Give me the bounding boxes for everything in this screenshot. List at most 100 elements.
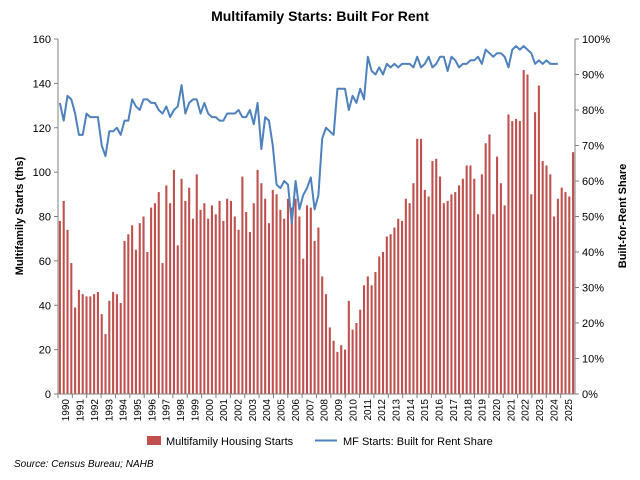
bar — [393, 227, 396, 394]
x-tick-label: 1996 — [147, 399, 158, 422]
bar — [385, 236, 388, 394]
right-tick-label: 100% — [582, 34, 610, 46]
bar — [480, 174, 483, 394]
bar — [454, 192, 457, 394]
bar — [123, 240, 126, 394]
x-tick-label: 2019 — [478, 399, 489, 422]
bar — [370, 285, 373, 394]
bar — [210, 205, 213, 394]
x-tick-label: 2016 — [435, 399, 446, 422]
x-tick-label: 2014 — [406, 399, 417, 422]
bar — [484, 143, 487, 394]
bar — [275, 194, 278, 394]
bar — [89, 296, 92, 395]
bar — [507, 114, 510, 394]
bar — [302, 258, 305, 394]
bar — [207, 218, 210, 394]
bar — [347, 300, 350, 394]
legend-line-label: MF Starts: Built for Rent Share — [343, 436, 493, 448]
x-tick-label: 2017 — [449, 399, 460, 422]
bar — [537, 85, 540, 394]
bar — [522, 70, 525, 394]
right-tick-label: 40% — [582, 247, 604, 259]
bar — [488, 134, 491, 394]
bar — [150, 207, 153, 395]
legend: Multifamily Housing Starts MF Starts: Bu… — [147, 436, 493, 448]
right-tick-label: 10% — [582, 354, 604, 366]
bar — [381, 252, 385, 394]
bar — [195, 174, 198, 394]
bar — [374, 271, 377, 394]
bar — [134, 249, 137, 394]
bar — [321, 276, 324, 394]
bar — [252, 203, 255, 394]
bar — [203, 203, 206, 394]
x-tick-label: 2025 — [564, 399, 575, 422]
bar — [188, 187, 191, 394]
bar — [214, 214, 217, 394]
bar — [62, 200, 65, 394]
bar — [366, 276, 369, 394]
chart-title: Multifamily Starts: Built For Rent — [211, 8, 429, 24]
bar — [279, 209, 282, 394]
bar — [112, 291, 115, 394]
x-tick-label: 2008 — [320, 399, 331, 422]
bar — [541, 161, 544, 394]
x-tick-label: 2010 — [348, 399, 359, 422]
bar — [545, 165, 548, 394]
x-tick-label: 1997 — [162, 399, 173, 422]
bar — [169, 203, 172, 394]
bar — [218, 200, 221, 394]
x-tick-label: 1990 — [61, 399, 72, 422]
bar — [245, 212, 248, 394]
bar — [446, 200, 449, 394]
x-tick-label: 2002 — [234, 399, 245, 422]
bar — [100, 314, 103, 395]
bar — [351, 329, 354, 394]
right-tick-label: 90% — [582, 70, 604, 82]
bar — [420, 138, 423, 394]
bar — [286, 198, 290, 394]
left-axis-title: Multifamily Starts (ths) — [14, 156, 26, 275]
x-tick-label: 1994 — [119, 399, 130, 422]
bar — [313, 240, 316, 394]
bar — [461, 178, 464, 394]
x-tick-label: 1998 — [176, 399, 187, 422]
bar — [423, 189, 426, 394]
bar — [271, 189, 274, 394]
x-tick-label: 1993 — [104, 399, 115, 422]
line-series — [58, 45, 558, 225]
bar — [412, 183, 415, 394]
left-tick-label: 40 — [39, 300, 51, 312]
x-tick-label: 2020 — [492, 399, 503, 422]
bar — [104, 334, 107, 394]
bar — [515, 118, 518, 395]
bar — [309, 207, 312, 395]
bar — [458, 185, 461, 394]
x-tick-label: 2000 — [205, 399, 216, 422]
bar — [359, 309, 362, 394]
right-tick-label: 60% — [582, 176, 604, 188]
bar — [226, 198, 229, 394]
bar — [222, 220, 225, 394]
bar — [241, 176, 244, 394]
x-tick-label: 2001 — [219, 399, 230, 422]
bar — [70, 263, 73, 394]
bar — [503, 205, 506, 394]
bar — [553, 216, 556, 394]
bar — [180, 178, 183, 394]
right-axis-title: Built-for-Rent Share — [617, 164, 629, 269]
x-tick-label: 2004 — [262, 399, 273, 422]
bar — [127, 234, 130, 394]
source-note: Source: Census Bureau; NAHB — [14, 459, 154, 470]
x-tick-label: 2012 — [377, 399, 388, 422]
bar — [499, 183, 502, 394]
bar — [389, 234, 392, 394]
x-tick-label: 1991 — [76, 399, 87, 422]
x-tick-label: 2003 — [248, 399, 259, 422]
x-tick-label: 2022 — [521, 399, 532, 422]
bar — [518, 121, 521, 394]
bar — [378, 256, 381, 394]
bar — [317, 227, 320, 394]
